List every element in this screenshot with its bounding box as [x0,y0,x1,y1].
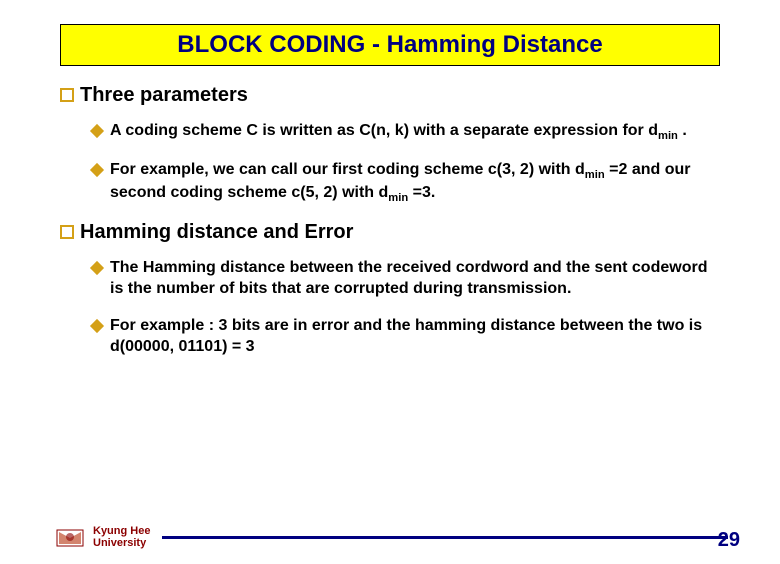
footer-divider [162,536,728,539]
section-heading-1: Three parameters [60,84,720,107]
university-name: Kyung Hee University [93,525,150,549]
page-number: 29 [718,529,740,552]
section-heading-text: Hamming distance and Error [80,221,353,244]
section-heading-2: Hamming distance and Error [60,221,720,244]
slide-title: BLOCK CODING - Hamming Distance [177,31,602,58]
university-logo-icon [55,524,85,550]
bullet-text: The Hamming distance between the receive… [110,258,720,300]
diamond-bullet-icon [90,261,104,275]
section-heading-text: Three parameters [80,84,248,107]
diamond-bullet-icon [90,163,104,177]
bullet-item: A coding scheme C is written as C(n, k) … [92,121,720,144]
diamond-bullet-icon [90,124,104,138]
bullet-item: For example, we can call our first codin… [92,160,720,206]
university-line1: Kyung Hee [93,525,150,537]
slide-title-bar: BLOCK CODING - Hamming Distance [60,24,720,66]
bullet-item: The Hamming distance between the receive… [92,258,720,300]
university-line2: University [93,537,150,549]
slide-content: Three parameters A coding scheme C is wr… [0,66,780,357]
bullet-text: For example, we can call our first codin… [110,160,720,206]
slide-footer: Kyung Hee University 29 [0,524,780,550]
bullet-item: For example : 3 bits are in error and th… [92,316,720,358]
square-bullet-icon [60,225,74,239]
diamond-bullet-icon [90,319,104,333]
square-bullet-icon [60,88,74,102]
bullet-text: A coding scheme C is written as C(n, k) … [110,121,720,144]
bullet-text: For example : 3 bits are in error and th… [110,316,720,358]
